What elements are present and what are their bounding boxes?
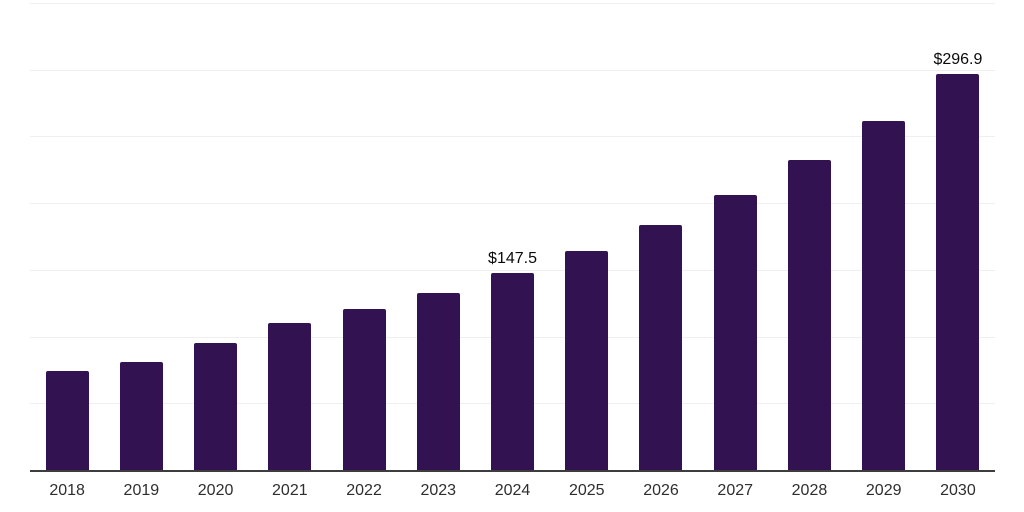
bar-slot-2029 [847,3,921,470]
bar-2030[interactable] [936,73,980,470]
x-tick-label-2023: 2023 [420,482,457,499]
bar-2026[interactable] [639,224,683,470]
gridline [30,203,995,205]
bar-slot-2028 [772,3,846,470]
bar-2027[interactable] [713,195,757,470]
bar-slot-2026 [624,3,698,470]
x-tick-label-2030: 2030 [940,482,976,499]
bar-2022[interactable] [342,309,386,470]
x-tick-label-2020: 2020 [197,482,234,499]
bar-slot-2022 [327,3,401,470]
bar-2019[interactable] [119,361,163,470]
x-tick-label-2024: 2024 [494,482,531,499]
bar-value-label-2024: $147.5 [488,250,537,268]
x-tick-label-2018: 2018 [49,482,85,499]
bar-2029[interactable] [862,121,906,470]
x-tick-label-2026: 2026 [643,482,679,499]
bar-slot-2024: $147.5 [475,3,549,470]
gridline [30,136,995,138]
bar-2028[interactable] [787,160,831,470]
gridline [30,269,995,271]
bar-slot-2023 [401,3,475,470]
bar-slot-2021 [253,3,327,470]
bar-slot-2025 [550,3,624,470]
x-tick-label-2019: 2019 [123,482,160,499]
bar-value-label-2030: $296.9 [933,50,983,68]
bar-slot-2018 [30,3,104,470]
bar-2021[interactable] [268,323,312,470]
bar-2024[interactable] [491,273,535,470]
bar-2025[interactable] [565,251,609,470]
plot-area: $147.5 $296.9 [30,3,995,472]
bar-slot-2030: $296.9 [921,3,995,470]
x-tick-label-2029: 2029 [865,482,902,499]
bar-2023[interactable] [416,292,460,470]
bar-2018[interactable] [45,370,89,470]
bar-slot-2019 [104,3,178,470]
gridline [30,69,995,71]
x-tick-label-2025: 2025 [568,482,605,499]
x-axis-line [30,470,995,472]
bars-row: $147.5 $296.9 [30,3,995,470]
x-tick-label-2021: 2021 [272,482,308,499]
gridline [30,3,995,4]
bar-slot-2027 [698,3,772,470]
x-tick-label-2027: 2027 [717,482,754,499]
x-axis-labels: 2018 2019 2020 2021 2022 2023 2024 2025 2026 2027… [30,482,995,500]
x-tick-label-2028: 2028 [791,482,828,499]
bar-slot-2020 [178,3,252,470]
x-tick-label-2022: 2022 [346,482,382,499]
bar-2020[interactable] [194,342,238,470]
